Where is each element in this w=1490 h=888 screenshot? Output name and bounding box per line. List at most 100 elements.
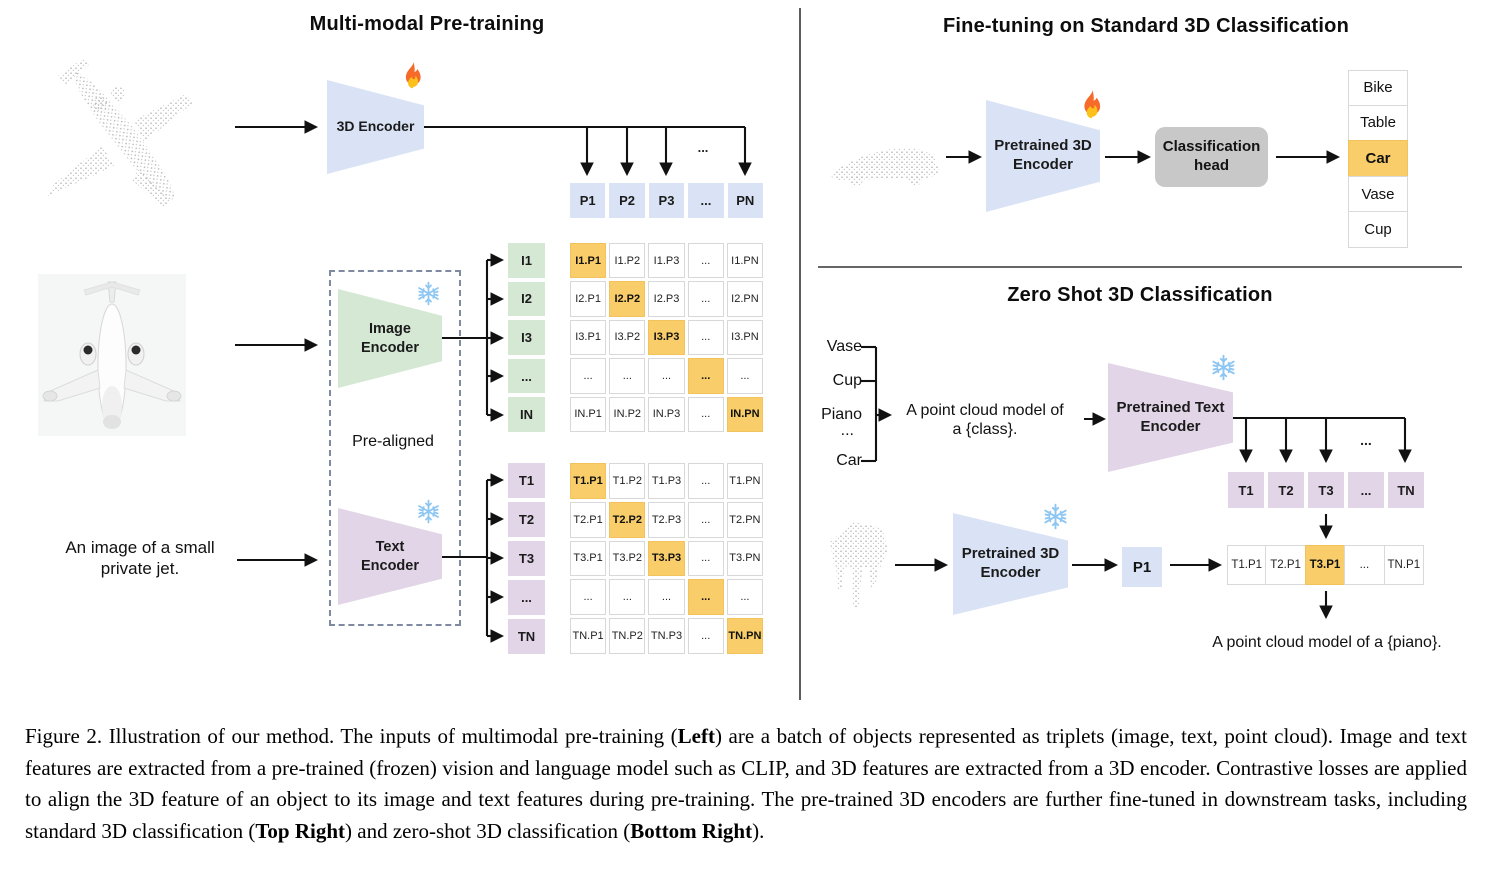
tp-cell: T2.P1 xyxy=(1265,545,1306,585)
caption-bold-segment: Bottom Right xyxy=(630,818,753,843)
matrix-cell: T2.P3 xyxy=(648,501,685,538)
matrix-cell: IN.P2 xyxy=(609,396,646,432)
matrix-cell: ... xyxy=(687,540,724,577)
zs-class-ellipsis: ... xyxy=(840,422,854,439)
caption-segment: ) are a batch of objects represented as … xyxy=(25,724,1467,843)
p-feature-cell: ... xyxy=(688,183,724,218)
i-label-cell: I2 xyxy=(508,281,545,317)
title-pretraining: Multi-modal Pre-training xyxy=(309,13,545,35)
tp-cell: T1.P1 xyxy=(1227,545,1267,585)
prompt-line1: A point cloud model of xyxy=(906,402,1064,419)
flame-icon xyxy=(1076,88,1108,120)
airplane-photo xyxy=(38,274,186,436)
matrix-cell: T2.P2 xyxy=(609,501,646,538)
matrix-cell: I1.PN xyxy=(726,243,763,279)
matrix-cell: I2.P3 xyxy=(648,281,685,317)
zs-class-piano: Piano xyxy=(821,406,862,423)
encoder-3d: 3D Encoder xyxy=(327,80,424,174)
matrix-cell: TN.P2 xyxy=(609,618,646,654)
tp-cell: T3.P1 xyxy=(1304,545,1346,585)
tp-cell: ... xyxy=(1344,545,1385,585)
matrix-cell: ... xyxy=(726,579,763,616)
jet-text-line1: An image of a small xyxy=(65,538,215,557)
matrix-cell: T3.PN xyxy=(726,540,763,577)
pretrained-3d-encoder-finetune-label: Pretrained 3D Encoder xyxy=(994,137,1092,173)
matrix-cell: T3.P1 xyxy=(570,540,607,577)
snowflake-icon xyxy=(1042,503,1069,530)
matrix-cell: T1.P2 xyxy=(609,463,646,499)
i-label-cell: I3 xyxy=(508,320,545,355)
matrix-cell: T1.P1 xyxy=(570,463,607,499)
caption-bold-segment: Top Right xyxy=(255,818,346,843)
matrix-cell: T3.P3 xyxy=(648,540,685,577)
text-feature-labels: T1 T2 T3... TN xyxy=(508,463,545,654)
matrix-cell: ... xyxy=(570,358,607,394)
matrix-cell: ... xyxy=(687,618,724,654)
matrix-cell: ... xyxy=(687,243,724,279)
matrix-cell: ... xyxy=(648,358,685,394)
image-feature-labels: I1 I2 I3... IN xyxy=(508,243,545,432)
fan-ellipsis-zeroshot: ... xyxy=(1360,432,1372,448)
t-label-cell: ... xyxy=(508,580,545,615)
pretrained-3d-encoder-zeroshot-label: Pretrained 3D Encoder xyxy=(961,545,1060,581)
t-feature-cell: T2 xyxy=(1268,472,1304,508)
snowflake-icon xyxy=(416,499,441,524)
image-point-similarity-matrix: I1.P1 I1.P2 I1.P3... I1.PN I2.P1 I2.P2 I2.P3..… xyxy=(570,243,763,432)
airplane-pointcloud xyxy=(48,58,194,208)
title-finetuning: Fine-tuning on Standard 3D Classificatio… xyxy=(942,15,1349,37)
matrix-cell: I3.P3 xyxy=(648,319,685,356)
matrix-cell: I3.P2 xyxy=(609,319,646,356)
class-cell: Bike xyxy=(1348,70,1408,106)
p-feature-row: P1 P2 P3... PN xyxy=(570,183,763,218)
matrix-cell: TN.P3 xyxy=(648,618,685,654)
matrix-cell: I3.P1 xyxy=(570,319,607,356)
jet-text-line2: private jet. xyxy=(100,559,180,578)
matrix-cell: I2.PN xyxy=(726,281,763,317)
matrix-cell: IN.P1 xyxy=(570,396,607,432)
figure-caption: Figure 2. Illustration of our method. Th… xyxy=(25,721,1467,847)
prompt-line2: a {class}. xyxy=(952,421,1018,438)
p-feature-cell: P2 xyxy=(609,183,645,218)
prompt-template: A point cloud model of a {class}. xyxy=(890,401,1080,439)
p-feature-cell: P1 xyxy=(570,183,606,218)
title-zeroshot: Zero Shot 3D Classification xyxy=(1007,284,1273,306)
matrix-cell: ... xyxy=(687,463,724,499)
matrix-cell: IN.P3 xyxy=(648,396,685,432)
zs-class-cup: Cup xyxy=(832,372,862,389)
t-feature-cell: T1 xyxy=(1228,472,1264,508)
fan-ellipsis-left: ... xyxy=(697,140,709,155)
matrix-cell: I2.P1 xyxy=(570,281,607,317)
zs-class-vase: Vase xyxy=(826,338,862,355)
classification-head-label: Classification head xyxy=(1162,138,1261,174)
class-cell: Cup xyxy=(1348,211,1408,248)
t-feature-cell: T3 xyxy=(1308,472,1344,508)
encoder-3d-label: 3D Encoder xyxy=(336,118,415,135)
zeroshot-result: A point cloud model of a {piano}. xyxy=(1212,634,1442,651)
flame-icon xyxy=(398,60,428,90)
matrix-cell: ... xyxy=(609,358,646,394)
matrix-cell: I3.PN xyxy=(726,319,763,356)
t-feature-cell: TN xyxy=(1388,472,1424,508)
classification-head: Classification head xyxy=(1155,127,1268,187)
snowflake-icon xyxy=(416,281,441,306)
jet-text-input: An image of a small private jet. xyxy=(25,537,255,579)
pretrained-text-encoder-label: Pretrained Text Encoder xyxy=(1116,398,1225,435)
matrix-cell: IN.PN xyxy=(726,396,763,432)
text-point-similarity-matrix: T1.P1 T1.P2 T1.P3... T1.PN T2.P1 T2.P2 T2.P3..… xyxy=(570,463,763,654)
piano-pointcloud xyxy=(830,522,888,607)
i-label-cell: IN xyxy=(508,397,545,432)
p1-feature-chip: P1 xyxy=(1122,547,1162,587)
matrix-cell: ... xyxy=(726,358,763,394)
i-label-cell: ... xyxy=(508,358,545,394)
tp-cell: TN.P1 xyxy=(1383,545,1424,585)
matrix-cell: ... xyxy=(687,501,724,538)
t-feature-cell: ... xyxy=(1348,472,1384,508)
matrix-cell: T3.P2 xyxy=(609,540,646,577)
prealigned-box xyxy=(329,270,461,626)
zs-class-car: Car xyxy=(836,452,862,469)
matrix-cell: ... xyxy=(687,319,724,356)
matrix-cell: ... xyxy=(648,579,685,616)
t-label-cell: TN xyxy=(508,619,545,654)
matrix-cell: ... xyxy=(687,358,724,394)
caption-bold-segment: Left xyxy=(677,724,715,748)
